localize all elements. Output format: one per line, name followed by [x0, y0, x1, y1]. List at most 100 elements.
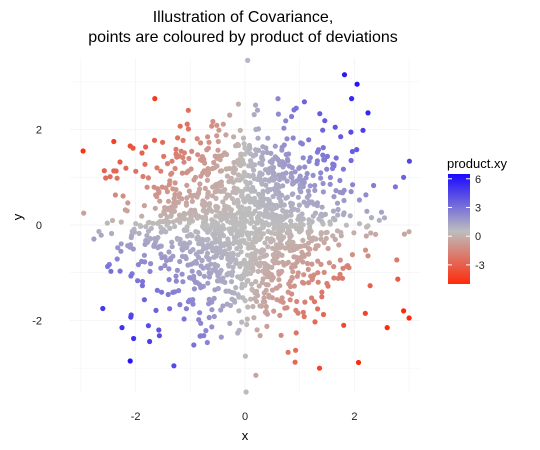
data-point: [189, 298, 195, 305]
data-point: [145, 175, 151, 181]
data-point: [229, 254, 235, 260]
data-point: [360, 127, 366, 133]
data-point: [315, 147, 322, 153]
data-point: [349, 252, 355, 258]
data-point: [196, 249, 202, 255]
data-point: [312, 182, 318, 189]
data-point: [362, 247, 369, 253]
data-point: [183, 202, 189, 208]
data-point: [158, 213, 164, 219]
data-point: [274, 297, 280, 303]
data-point: [277, 237, 283, 244]
data-point: [333, 188, 339, 194]
data-point: [406, 158, 412, 164]
data-point: [213, 195, 219, 201]
data-point: [223, 195, 229, 201]
data-point: [262, 271, 268, 277]
data-point: [194, 235, 200, 241]
data-point: [184, 121, 190, 127]
data-point: [158, 251, 164, 257]
data-point: [184, 195, 190, 201]
data-point: [244, 230, 250, 236]
data-point: [179, 170, 185, 176]
data-point: [154, 220, 161, 226]
data-point: [242, 267, 248, 274]
data-point: [320, 145, 326, 151]
data-point: [255, 135, 261, 141]
data-point: [305, 188, 311, 194]
data-point: [191, 286, 197, 292]
data-point: [253, 279, 259, 285]
data-point: [287, 247, 293, 254]
data-point: [363, 233, 369, 239]
data-point: [244, 321, 250, 328]
data-point: [139, 213, 145, 219]
data-point: [263, 182, 269, 188]
data-point: [233, 285, 239, 291]
data-point: [169, 239, 175, 245]
data-point: [384, 325, 390, 331]
data-point: [341, 322, 347, 328]
data-point: [241, 257, 247, 263]
data-point: [139, 283, 145, 289]
data-point: [243, 145, 249, 151]
data-point: [302, 299, 308, 305]
data-point: [260, 144, 266, 150]
data-point: [296, 202, 302, 208]
data-point: [258, 179, 264, 185]
data-point: [300, 222, 306, 228]
data-point: [265, 135, 271, 141]
data-point: [231, 234, 237, 241]
data-point: [215, 138, 221, 145]
data-point: [279, 252, 285, 258]
data-point: [236, 308, 242, 314]
data-point: [314, 200, 320, 206]
data-point: [119, 325, 125, 331]
data-point: [204, 250, 211, 256]
data-point: [279, 225, 285, 231]
data-point: [267, 205, 273, 211]
data-point: [301, 99, 307, 105]
data-point: [184, 224, 190, 230]
data-point: [312, 187, 318, 193]
data-point: [237, 275, 243, 281]
data-point: [239, 232, 245, 238]
data-point: [365, 253, 371, 259]
data-point: [306, 280, 312, 286]
data-point: [135, 262, 141, 268]
data-point: [304, 194, 310, 200]
data-point: [254, 235, 260, 241]
data-point: [356, 197, 362, 203]
data-point: [279, 259, 286, 265]
data-point: [242, 353, 248, 359]
data-point: [320, 189, 326, 195]
data-point: [162, 262, 168, 269]
data-point: [292, 222, 299, 228]
data-point: [306, 221, 312, 227]
data-point: [280, 171, 286, 177]
data-point: [158, 224, 164, 230]
data-point: [293, 330, 299, 336]
data-point: [109, 217, 116, 224]
data-point: [271, 225, 277, 231]
data-point: [341, 210, 347, 216]
data-point: [214, 155, 220, 161]
data-point: [175, 199, 181, 205]
data-point: [275, 111, 281, 117]
data-point: [161, 153, 167, 159]
data-point: [185, 299, 191, 305]
data-point: [164, 189, 170, 195]
data-point: [284, 136, 290, 142]
data-point: [348, 129, 354, 135]
data-point: [173, 273, 179, 279]
data-point: [401, 174, 407, 180]
data-point: [201, 273, 207, 279]
data-point: [284, 178, 290, 184]
data-point: [220, 303, 226, 309]
data-point: [297, 182, 303, 188]
data-point: [117, 268, 123, 274]
data-point: [224, 301, 230, 307]
data-point: [143, 238, 149, 244]
data-point: [229, 296, 235, 302]
data-point: [299, 254, 305, 260]
